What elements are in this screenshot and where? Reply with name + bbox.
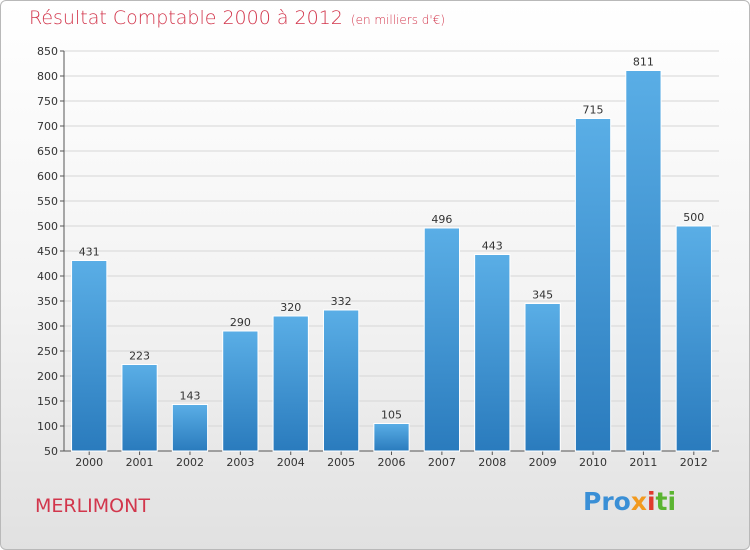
x-tick-label: 2003 <box>226 456 254 469</box>
axes <box>60 50 719 455</box>
brand-part-4: ti <box>655 487 677 516</box>
bar-2002 <box>171 404 209 452</box>
x-tick-label: 2007 <box>428 456 456 469</box>
y-tick-label: 350 <box>37 295 58 308</box>
bar-2000 <box>71 260 108 452</box>
value-label: 431 <box>79 246 100 259</box>
bar-2008 <box>474 254 511 452</box>
y-tick-label: 500 <box>37 220 58 233</box>
y-tick-label: 850 <box>37 45 58 58</box>
y-tick-label: 150 <box>37 395 58 408</box>
value-label: 223 <box>129 350 150 363</box>
y-tick-label: 50 <box>44 445 58 458</box>
y-tick-label: 750 <box>37 95 58 108</box>
chart-unit-note: (en milliers d'€) <box>350 13 446 27</box>
x-tick-label: 2006 <box>378 456 406 469</box>
x-tick-label: 2004 <box>277 456 305 469</box>
y-tick-label: 300 <box>37 320 58 333</box>
y-tick-label: 100 <box>37 420 58 433</box>
brand-part-1: Pro <box>583 487 631 516</box>
x-tick-label: 2008 <box>478 456 506 469</box>
bar-2006 <box>373 423 410 452</box>
bar-2007 <box>423 227 461 452</box>
value-label: 500 <box>683 211 704 224</box>
bar-2005 <box>322 309 360 452</box>
value-label: 715 <box>583 104 604 117</box>
y-tick-label: 600 <box>37 170 58 183</box>
value-label: 811 <box>633 56 654 69</box>
x-tick-label: 2000 <box>75 456 103 469</box>
x-tick-label: 2005 <box>327 456 355 469</box>
x-tick-label: 2012 <box>680 456 708 469</box>
y-tick-label: 650 <box>37 145 58 158</box>
x-tick-label: 2009 <box>529 456 557 469</box>
y-tick-label: 800 <box>37 70 58 83</box>
value-label: 320 <box>280 301 301 314</box>
chart-title: Résultat Comptable 2000 à 2012 (en millie… <box>29 7 445 29</box>
bar-2009 <box>524 303 561 452</box>
brand-logo: Proxiti <box>583 487 676 516</box>
bar-2001 <box>121 364 158 452</box>
value-label: 345 <box>532 289 553 302</box>
bar-2003 <box>222 330 259 452</box>
brand-part-3: i <box>646 487 656 516</box>
chart-title-text: Résultat Comptable 2000 à 2012 <box>29 7 343 29</box>
value-label: 143 <box>179 390 200 403</box>
y-tick-label: 700 <box>37 120 58 133</box>
value-label: 443 <box>482 240 503 253</box>
value-label: 105 <box>381 409 402 422</box>
value-label: 332 <box>331 295 352 308</box>
bar-2012 <box>675 225 712 452</box>
x-tick-label: 2002 <box>176 456 204 469</box>
bar-2004 <box>272 315 309 452</box>
value-label: 496 <box>431 213 452 226</box>
grid-lines <box>64 50 719 452</box>
bars <box>71 70 712 452</box>
bar-2011 <box>625 70 662 452</box>
x-tick-label: 2001 <box>126 456 154 469</box>
brand-part-2: x <box>630 487 647 516</box>
y-tick-label: 550 <box>37 195 58 208</box>
x-tick-label: 2011 <box>629 456 657 469</box>
commune-name: MERLIMONT <box>35 495 150 517</box>
y-tick-label: 450 <box>37 245 58 258</box>
y-tick-label: 200 <box>37 370 58 383</box>
y-tick-label: 400 <box>37 270 58 283</box>
value-label: 290 <box>230 316 251 329</box>
labels: 50 100 150 200 250 300 350 400 450 500 550 600 650 70… <box>37 45 708 469</box>
y-tick-label: 250 <box>37 345 58 358</box>
x-tick-label: 2010 <box>579 456 607 469</box>
bar-2010 <box>574 118 612 452</box>
